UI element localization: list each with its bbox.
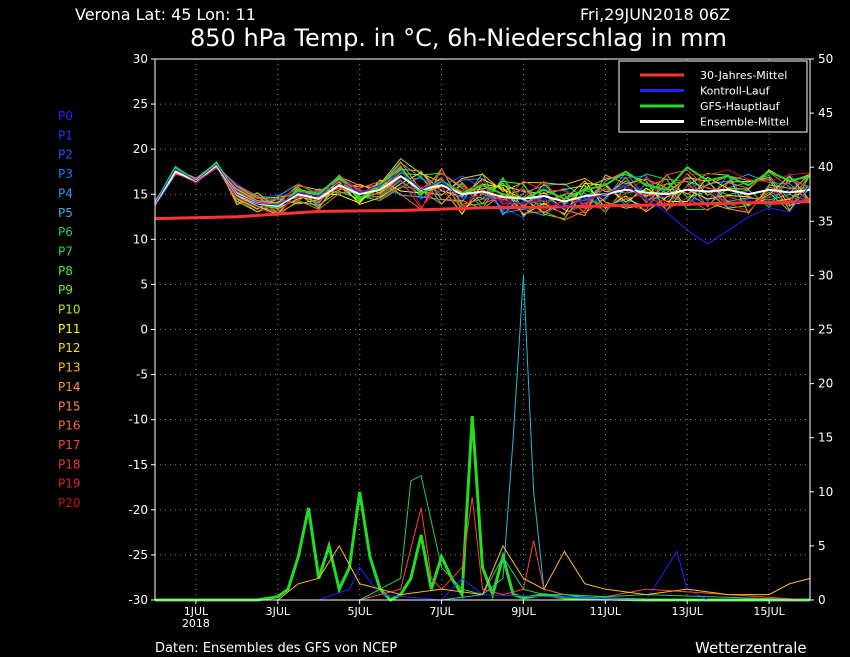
member-label-P15: P15 — [58, 399, 81, 413]
member-label-P4: P4 — [58, 186, 73, 200]
plot-frame — [154, 58, 811, 601]
member-label-P18: P18 — [58, 457, 81, 471]
y-left-ticklabel-2: 20 — [133, 142, 148, 156]
y-left-ticklabel-9: -15 — [128, 458, 148, 472]
y-right-ticklabel-1: 45 — [818, 106, 833, 120]
member-line-P18 — [154, 164, 811, 212]
y-right-ticklabel-4: 30 — [818, 268, 833, 282]
y-left-ticklabel-0: 30 — [133, 52, 148, 66]
legend: 30-Jahres-Mittel Kontroll-Lauf GFS-Hauptla… — [618, 60, 808, 133]
x-ticklabel-0-line2: 2018 — [182, 617, 210, 630]
member-label-P16: P16 — [58, 419, 81, 433]
location-label: Verona Lat: 45 Lon: 11 — [75, 5, 256, 24]
y-right-ticklabel-3: 35 — [818, 214, 833, 228]
x-ticklabel-7: 15JUL — [753, 605, 785, 618]
series-layer — [154, 157, 811, 602]
member-label-P19: P19 — [58, 477, 81, 491]
member-label-P13: P13 — [58, 361, 81, 375]
y-left-ticklabel-5: 5 — [140, 277, 148, 291]
member-label-P0: P0 — [58, 109, 73, 123]
member-line-P20 — [154, 163, 811, 218]
x-ticklabel-1: 3JUL — [266, 605, 291, 618]
member-label-P11: P11 — [58, 322, 81, 336]
member-label-P2: P2 — [58, 148, 73, 162]
y-right-ticklabel-8: 10 — [818, 485, 833, 499]
y-left-ticklabel-3: 15 — [133, 187, 148, 201]
y-right-ticklabel-0: 50 — [818, 52, 833, 66]
legend-label-0: 30-Jahres-Mittel — [700, 69, 787, 82]
grid-lines — [155, 59, 810, 600]
chart-title: 850 hPa Temp. in °C, 6h-Niederschlag in … — [190, 24, 727, 52]
x-ticklabel-0: 1JUL — [184, 605, 209, 618]
y-left-ticklabel-4: 10 — [133, 232, 148, 246]
x-ticklabel-5: 11JUL — [590, 605, 622, 618]
x-ticklabel-6: 13JUL — [671, 605, 703, 618]
y-left-ticklabel-8: -10 — [128, 413, 148, 427]
precip-line-0 — [155, 415, 810, 602]
temp-line-0 — [154, 199, 811, 221]
y-left-ticks: 30 25 20 15 10 5 0 -5 -10 -15 -20 -25 -30 — [128, 52, 155, 607]
member-label-P12: P12 — [58, 341, 81, 355]
member-label-P6: P6 — [58, 225, 73, 239]
data-source: Daten: Ensembles des GFS von NCEP — [155, 641, 397, 656]
y-left-ticklabel-10: -20 — [128, 503, 148, 517]
legend-label-2: GFS-Hauptlauf — [700, 100, 781, 113]
member-label-P20: P20 — [58, 496, 81, 510]
y-left-ticklabel-6: 0 — [140, 323, 148, 337]
temp-line-3 — [154, 163, 811, 245]
y-right-ticklabel-6: 20 — [818, 377, 833, 391]
brand-label: Wetterzentrale — [695, 639, 807, 657]
precip-line-4 — [155, 474, 811, 601]
member-label-P9: P9 — [58, 283, 73, 297]
x-ticklabel-3: 7JUL — [429, 605, 454, 618]
member-line-P17 — [154, 167, 811, 211]
precip-line-5 — [155, 544, 811, 601]
y-right-ticklabel-7: 15 — [818, 431, 833, 445]
x-ticklabel-2: 5JUL — [347, 605, 372, 618]
x-ticklabel-4: 9JUL — [511, 605, 536, 618]
y-left-ticklabel-1: 25 — [133, 97, 148, 111]
member-label-P5: P5 — [58, 206, 73, 220]
y-right-ticklabel-9: 5 — [818, 539, 826, 553]
member-label-P3: P3 — [58, 167, 73, 181]
member-label-P1: P1 — [58, 128, 73, 142]
member-label-P17: P17 — [58, 438, 81, 452]
legend-label-3: Ensemble-Mittel — [700, 116, 789, 129]
run-date: Fri,29JUN2018 06Z — [580, 5, 730, 24]
y-right-ticklabel-10: 0 — [818, 593, 826, 607]
member-label-P10: P10 — [58, 303, 81, 317]
y-left-ticklabel-12: -30 — [128, 593, 148, 607]
y-left-ticklabel-7: -5 — [136, 368, 148, 382]
y-left-ticklabel-11: -25 — [128, 548, 148, 562]
y-right-ticklabel-5: 25 — [818, 323, 833, 337]
legend-label-1: Kontroll-Lauf — [700, 85, 771, 98]
member-labels: P0 P1 P2 P3 P4 P5 P6 P7 P8 P9 P10 P11 P12 P13 P14 P15 P1… — [58, 109, 81, 510]
member-label-P8: P8 — [58, 264, 73, 278]
member-label-P14: P14 — [58, 380, 81, 394]
y-right-ticklabel-2: 40 — [818, 160, 833, 174]
member-label-P7: P7 — [58, 244, 73, 258]
